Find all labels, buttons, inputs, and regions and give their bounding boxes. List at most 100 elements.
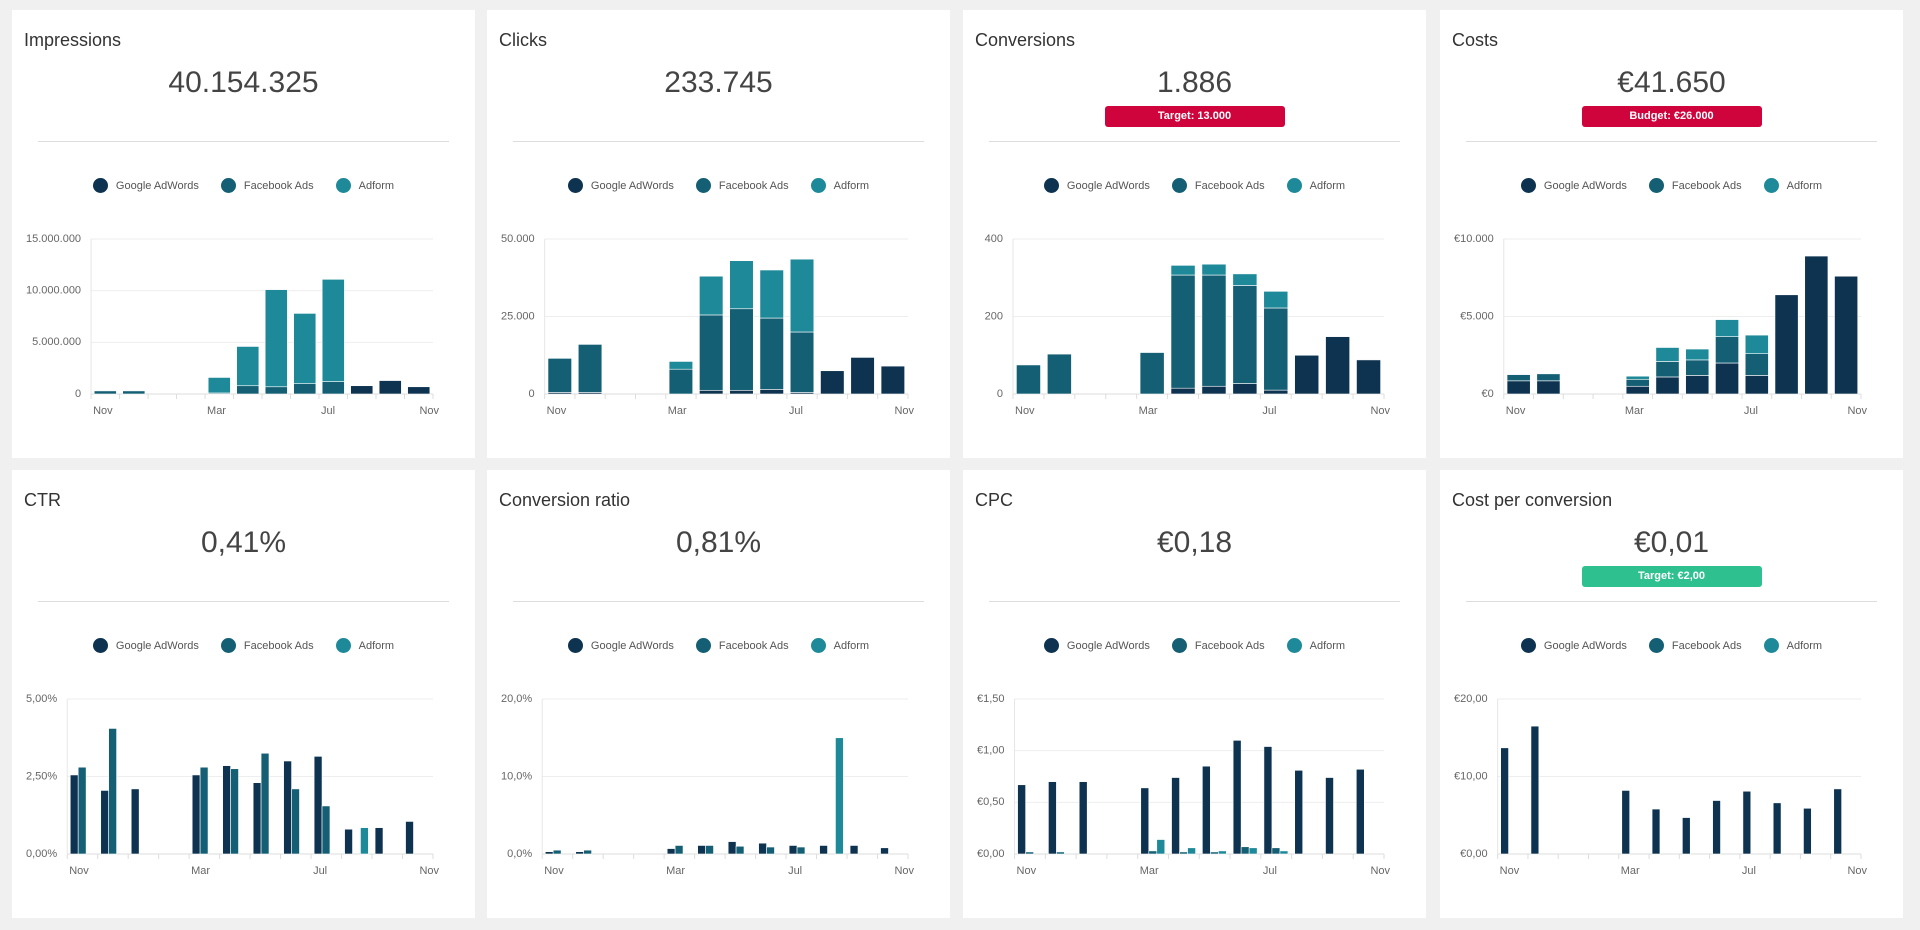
bar-google-adwords-jul	[788, 845, 798, 855]
bar-adform-jul	[789, 258, 815, 333]
bar-facebook-ads-mar	[1139, 352, 1165, 395]
legend-dot-icon	[1286, 178, 1302, 193]
legend-dot-icon	[220, 638, 236, 653]
bar-adform-aug	[835, 737, 844, 855]
divider	[1466, 141, 1877, 142]
y-tick-label: 10.000.000	[26, 285, 81, 297]
legend-dot-icon	[1763, 638, 1779, 653]
legend-item-adform[interactable]: Adform	[335, 178, 394, 193]
bar-google-adwords-jun	[283, 760, 292, 855]
y-tick-label: 20,0%	[501, 693, 532, 705]
x-tick-label: Jul	[321, 405, 335, 417]
legend-dot-icon	[567, 178, 583, 193]
kpi-card-cost-per-conversion: Cost per conversion €0,01 Target: €2,00 Go…	[1440, 470, 1903, 918]
y-tick-label: 200	[985, 310, 1003, 322]
legend-item-adform[interactable]: Adform	[335, 638, 394, 653]
legend-item-google-adwords[interactable]: Google AdWords	[1043, 638, 1150, 653]
legend-item-facebook-ads[interactable]: Facebook Ads	[1171, 638, 1265, 653]
legend-item-facebook-ads[interactable]: Facebook Ads	[1648, 178, 1742, 193]
bar-google-adwords-apr	[1171, 777, 1180, 855]
bar-facebook-ads-dec	[122, 390, 146, 395]
y-tick-label: €0,50	[977, 796, 1005, 808]
legend-item-adform[interactable]: Adform	[1286, 638, 1346, 653]
legend-item-adform[interactable]: Adform	[810, 638, 869, 653]
bar-google-adwords-may	[1685, 375, 1710, 395]
bar-chart: €0 €5.000 €10.000 Nov Mar Jul Nov	[1454, 233, 1867, 417]
x-tick-label: Nov	[1847, 865, 1867, 877]
legend-item-adform[interactable]: Adform	[810, 178, 869, 193]
y-tick-label: €5.000	[1460, 310, 1494, 322]
bar-facebook-ads-dec	[577, 344, 603, 393]
legend-item-adform[interactable]: Adform	[1763, 178, 1822, 193]
chart-legend: Google AdWords Facebook Ads Adform	[12, 178, 475, 193]
legend-item-facebook-ads[interactable]: Facebook Ads	[1171, 178, 1265, 193]
divider	[513, 141, 924, 142]
bar-facebook-ads-apr	[705, 845, 714, 855]
x-tick-label: Mar	[191, 865, 210, 877]
chart-legend: Google AdWords Facebook Ads Adform	[12, 638, 475, 653]
bar-facebook-ads-jul	[789, 331, 815, 393]
x-tick-label: Jul	[1742, 865, 1756, 877]
kpi-value: €41.650	[1617, 66, 1726, 99]
legend-dot-icon	[335, 638, 351, 653]
legend-label: Facebook Ads	[1194, 179, 1265, 192]
card-title: Clicks	[499, 30, 547, 50]
x-tick-label: Nov	[1015, 405, 1035, 417]
x-tick-label: Nov	[419, 405, 439, 417]
x-tick-label: Nov	[69, 865, 89, 877]
bar-google-adwords-aug	[1772, 802, 1782, 855]
legend-dot-icon	[1763, 178, 1779, 193]
bar-facebook-ads-nov	[1016, 364, 1041, 395]
legend-label: Adform	[1309, 639, 1346, 652]
bar-google-adwords-oct	[1355, 768, 1365, 855]
bar-facebook-ads-mar	[674, 845, 684, 855]
legend-dot-icon	[92, 178, 108, 193]
legend-item-google-adwords[interactable]: Google AdWords	[1520, 638, 1627, 653]
y-tick-label: 0	[997, 388, 1003, 400]
bar-adform-may	[1685, 348, 1710, 361]
y-tick-label: 0	[75, 388, 81, 400]
bar-facebook-ads-may	[735, 845, 745, 855]
bar-google-adwords-jun	[759, 389, 784, 395]
bar-google-adwords-sep	[850, 357, 875, 395]
legend-dot-icon	[1520, 178, 1536, 193]
bar-google-adwords-apr	[1170, 387, 1196, 395]
legend-item-facebook-ads[interactable]: Facebook Ads	[695, 178, 789, 193]
bar-facebook-ads-jun	[766, 846, 775, 855]
kpi-card-impressions: Impressions 40.154.325 Google AdWords Face…	[12, 10, 475, 458]
kpi-card-conversion-ratio: Conversion ratio 0,81% Google AdWords Face…	[487, 470, 950, 918]
legend-item-adform[interactable]: Adform	[1763, 638, 1822, 653]
chart-legend: Google AdWords Facebook Ads Adform	[963, 178, 1426, 193]
legend-item-google-adwords[interactable]: Google AdWords	[567, 638, 674, 653]
y-tick-label: €20,00	[1454, 693, 1488, 705]
legend-item-google-adwords[interactable]: Google AdWords	[92, 638, 199, 653]
legend-item-google-adwords[interactable]: Google AdWords	[567, 178, 674, 193]
bar-facebook-ads-jul	[321, 805, 331, 855]
bar-google-adwords-mar	[1140, 787, 1150, 855]
bar-google-adwords-apr	[1651, 808, 1661, 855]
bar-google-adwords-sep	[378, 380, 402, 395]
x-tick-label: Nov	[1370, 405, 1390, 417]
chart-legend: Google AdWords Facebook Ads Adform	[487, 178, 950, 193]
bar-google-adwords-mar	[191, 774, 201, 855]
legend-item-facebook-ads[interactable]: Facebook Ads	[220, 638, 314, 653]
legend-item-facebook-ads[interactable]: Facebook Ads	[1648, 638, 1742, 653]
bar-facebook-ads-apr	[1655, 361, 1680, 378]
bar-facebook-ads-mar	[1625, 378, 1650, 387]
bar-google-adwords-jan	[130, 788, 140, 855]
legend-dot-icon	[810, 638, 826, 653]
divider	[1466, 601, 1877, 602]
legend-item-facebook-ads[interactable]: Facebook Ads	[695, 638, 789, 653]
bar-facebook-ads-apr	[230, 768, 239, 855]
legend-item-google-adwords[interactable]: Google AdWords	[1043, 178, 1150, 193]
legend-item-google-adwords[interactable]: Google AdWords	[92, 178, 199, 193]
bar-facebook-ads-nov	[1506, 374, 1531, 382]
legend-item-google-adwords[interactable]: Google AdWords	[1520, 178, 1627, 193]
legend-item-facebook-ads[interactable]: Facebook Ads	[220, 178, 314, 193]
legend-dot-icon	[695, 178, 711, 193]
legend-item-adform[interactable]: Adform	[1286, 178, 1346, 193]
bar-facebook-ads-may	[729, 308, 754, 391]
bar-adform-apr	[699, 275, 724, 316]
bar-facebook-ads-jun	[293, 383, 317, 395]
legend-label: Adform	[1309, 179, 1346, 192]
